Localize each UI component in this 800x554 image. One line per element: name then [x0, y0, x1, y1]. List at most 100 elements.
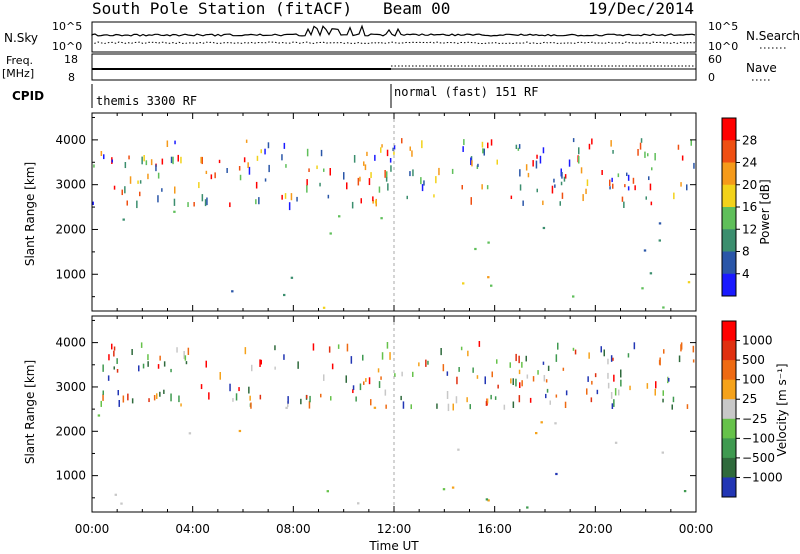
data-cell — [184, 355, 187, 361]
cpid-label: CPID — [12, 89, 44, 103]
noise-sky-line — [91, 24, 696, 37]
data-cell — [537, 370, 539, 375]
data-cell — [661, 451, 664, 454]
colorbar-tick-label: 28 — [742, 133, 757, 147]
data-cell — [102, 364, 104, 372]
data-cell — [651, 167, 653, 171]
data-cell — [447, 403, 450, 412]
data-cell — [372, 200, 374, 204]
x-tick-label: 00:00 — [75, 522, 110, 536]
data-cell — [111, 159, 113, 163]
data-cell — [384, 389, 387, 396]
data-cell — [92, 201, 94, 206]
data-cell — [296, 196, 298, 202]
noise-left-tick-top: 10^5 — [52, 20, 82, 33]
data-cell — [543, 375, 546, 382]
data-cell — [525, 164, 528, 171]
freq-trace — [92, 65, 696, 70]
colorbar-swatch — [722, 399, 736, 420]
data-cell — [323, 168, 325, 172]
data-cell — [650, 201, 653, 206]
data-cell — [639, 142, 642, 150]
data-cell — [229, 383, 231, 392]
data-cell — [474, 247, 477, 251]
data-cell — [232, 398, 234, 402]
data-cell — [681, 155, 684, 161]
colorbar-swatch — [722, 379, 736, 400]
date-title: 19/Dec/2014 — [588, 0, 694, 18]
noise-right-tick-bottom: 10^0 — [708, 40, 738, 53]
nave-label: Nave — [746, 61, 777, 75]
data-cell — [362, 354, 364, 361]
data-cell — [327, 194, 330, 199]
data-cell — [177, 154, 179, 162]
data-cell — [274, 366, 276, 370]
data-cell — [557, 342, 559, 350]
data-cell — [136, 200, 138, 209]
data-cell — [103, 154, 105, 160]
data-cell — [138, 365, 140, 372]
data-cell — [496, 159, 498, 165]
data-cell — [680, 182, 682, 187]
data-cell — [446, 371, 449, 376]
data-cell — [518, 355, 520, 364]
data-cell — [368, 178, 371, 186]
data-cell — [281, 154, 283, 161]
data-cell — [187, 347, 190, 355]
data-cell — [542, 226, 546, 230]
data-cell — [662, 398, 664, 403]
data-cell — [560, 181, 563, 186]
data-cell — [637, 149, 639, 156]
data-cell — [372, 196, 374, 202]
data-cell — [337, 344, 340, 349]
data-cell — [359, 383, 362, 391]
data-cell — [93, 164, 95, 168]
data-cell — [147, 361, 149, 367]
data-cell — [235, 393, 238, 401]
colorbar-tick-label: 500 — [742, 353, 765, 367]
data-cell — [461, 185, 463, 190]
data-cell — [260, 359, 262, 365]
data-cell — [672, 396, 675, 403]
freq-panel-frame — [91, 53, 697, 81]
data-cell — [620, 379, 622, 387]
data-cell — [400, 395, 402, 401]
data-cell — [159, 391, 161, 397]
data-cell — [141, 156, 143, 165]
data-cell — [690, 139, 692, 146]
data-cell — [614, 388, 617, 396]
data-cell — [610, 392, 613, 399]
data-cell — [183, 351, 185, 359]
data-cell — [624, 184, 626, 188]
data-cell — [111, 343, 113, 350]
data-cell — [198, 182, 200, 189]
data-cell — [555, 354, 558, 362]
data-cell — [200, 384, 203, 390]
data-cell — [663, 349, 665, 354]
data-cell — [438, 167, 440, 176]
data-cell — [420, 177, 422, 185]
data-cell — [290, 276, 294, 279]
data-cell — [259, 359, 261, 367]
data-cell — [393, 151, 395, 155]
data-cell — [250, 402, 252, 409]
data-cell — [121, 189, 123, 196]
colorbar-swatch — [722, 457, 736, 478]
data-cell — [113, 185, 116, 190]
power-colorbar: 28 24 20 16 12 8 4 — [721, 117, 757, 297]
data-cell — [346, 182, 348, 190]
data-cell — [629, 385, 631, 391]
data-cell — [646, 383, 649, 389]
data-cell — [487, 241, 490, 244]
colorbar-tick-label: 25 — [742, 392, 757, 406]
data-cell — [180, 156, 182, 164]
y-tick-label: 4000 — [55, 336, 86, 350]
data-cell — [455, 396, 458, 404]
data-cell — [564, 174, 567, 179]
data-cell — [328, 346, 331, 353]
data-cell — [170, 156, 173, 164]
data-cell — [440, 348, 442, 356]
data-cell — [205, 360, 207, 368]
data-cell — [654, 388, 656, 396]
